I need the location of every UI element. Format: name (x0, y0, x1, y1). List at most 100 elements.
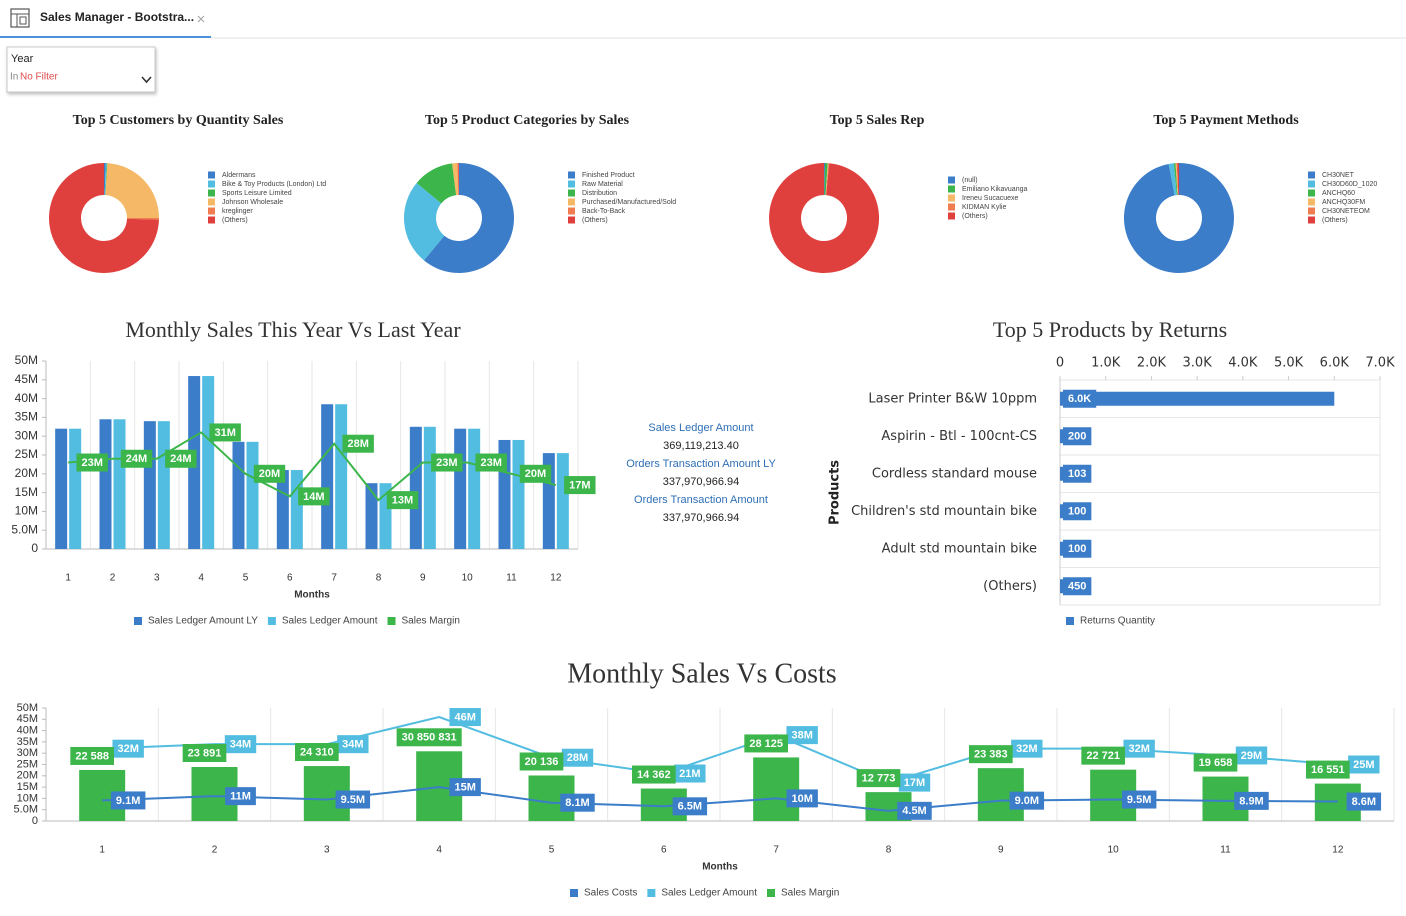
x-tick-label: 3.0K (1183, 356, 1213, 371)
y-tick-label: 20M (15, 466, 38, 480)
y-tick-label: Children's std mountain bike (851, 504, 1037, 519)
year-filter[interactable]: Year In No Filter (6, 46, 156, 93)
x-tick-label: 2.0K (1137, 356, 1167, 371)
data-label-box (1193, 753, 1238, 772)
data-label-box (1235, 746, 1268, 765)
data-label-text: 25M (1353, 759, 1374, 771)
pie-slice (104, 163, 106, 196)
kpi-value: 369,119,213.40 (663, 440, 739, 452)
legend-swatch (647, 889, 656, 897)
tab-close[interactable] (197, 15, 205, 23)
data-label-text: 20 136 (525, 756, 559, 768)
y-tick-label: 30M (17, 747, 38, 759)
data-label: 20M (253, 464, 286, 483)
pie-slice (824, 163, 826, 195)
legend-swatch (208, 207, 215, 215)
data-label-box (519, 464, 552, 483)
data-label-box (897, 801, 932, 820)
data-label-text: 34M (230, 739, 251, 751)
data-label-text: 8.6M (1352, 796, 1376, 808)
bar (512, 439, 525, 549)
legend-swatch (568, 216, 575, 224)
data-label: 23M (431, 453, 463, 472)
data-label-text: 23 891 (188, 747, 222, 759)
x-tick-label: 4 (436, 845, 442, 856)
legend-label: CH30NETEOM (1322, 208, 1370, 215)
data-label-text: 34M (342, 739, 363, 751)
legend-swatch (267, 617, 276, 625)
pie-slice (1177, 163, 1179, 196)
filter-chevron (141, 76, 152, 84)
data-label: 46M (449, 708, 481, 727)
data-label-box (1063, 427, 1092, 446)
pie-slice (403, 182, 445, 261)
tab[interactable]: Sales Manager - Bootstra... (10, 8, 205, 28)
data-label: 34M (224, 735, 257, 754)
data-label-text: 24M (170, 453, 191, 465)
data-label-text: 23M (81, 457, 102, 469)
data-label-text: 23 383 (974, 749, 1008, 761)
data-label-box (225, 787, 256, 806)
data-label-box (1123, 739, 1155, 758)
legend-swatch (948, 194, 955, 202)
legend-label: Sales Margin (402, 616, 460, 627)
data-label-box (1081, 746, 1125, 765)
data-label-box (1121, 790, 1157, 809)
pie-slice (1168, 163, 1177, 196)
bar (55, 428, 68, 549)
legend-swatch (948, 203, 955, 211)
legend-swatch (1308, 198, 1315, 206)
y-tick-label: 0 (31, 541, 38, 555)
chart-title: Top 5 Customers by Quantity Sales (73, 113, 284, 128)
y-tick-label: 40M (15, 391, 38, 405)
y-tick-label: 35M (15, 410, 38, 424)
kpi-label: Orders Transaction Amount LY (626, 458, 776, 470)
data-label-text: 8.1M (565, 797, 589, 809)
data-label: 28M (561, 748, 594, 767)
data-label-text: 8.9M (1239, 795, 1263, 807)
data-label-box (786, 726, 818, 745)
data-label-text: 6.5M (678, 801, 702, 813)
legend-label: Sales Ledger Amount (661, 888, 757, 899)
y-tick-label: 20M (17, 770, 38, 782)
data-label: 34M (337, 735, 369, 754)
data-label: 9.1M (110, 791, 146, 810)
data-label-box (475, 453, 507, 472)
legend-label: Purchased/Manufactured/Sold (582, 199, 676, 206)
data-label-text: 10M (791, 793, 812, 805)
data-label: 14M (298, 487, 330, 506)
pie-slice (423, 163, 514, 273)
x-tick-label: 7.0K (1365, 356, 1395, 371)
x-tick-label: 9 (420, 573, 426, 584)
data-label: 19 658 (1193, 753, 1238, 772)
data-label-text: 20M (259, 468, 280, 480)
data-label: 21M (674, 764, 706, 783)
x-tick-label: 4.0K (1228, 356, 1258, 371)
kpi-block: Sales Ledger Amount 369,119,213.40 Order… (626, 422, 776, 524)
x-tick-label: 12 (1332, 845, 1344, 856)
data-label-box (209, 423, 241, 442)
data-label-text: 32M (1128, 743, 1149, 755)
y-tick-label: 10M (15, 504, 38, 518)
data-label-text: 11M (230, 791, 251, 803)
x-axis-label: Months (294, 590, 330, 601)
chart-title: Top 5 Sales Rep (830, 113, 925, 128)
x-tick-label: 5 (243, 573, 249, 584)
data-label-text: 23M (480, 457, 501, 469)
data-label-box (1234, 791, 1269, 810)
pie-slice (824, 163, 828, 196)
legend-swatch (568, 189, 575, 197)
tab-icon (10, 8, 30, 28)
y-tick-label: 15M (15, 485, 38, 499)
data-label: 28M (342, 434, 374, 453)
bar (276, 470, 289, 549)
bar (454, 428, 467, 549)
pie-slice (769, 163, 880, 273)
pie-slice (1175, 163, 1178, 196)
bar (468, 428, 481, 549)
data-label: 31M (209, 423, 241, 442)
x-tick-label: 5.0K (1274, 356, 1304, 371)
legend-label: (Others) (222, 217, 248, 224)
bar (113, 419, 126, 549)
data-label: 10M (786, 789, 818, 808)
